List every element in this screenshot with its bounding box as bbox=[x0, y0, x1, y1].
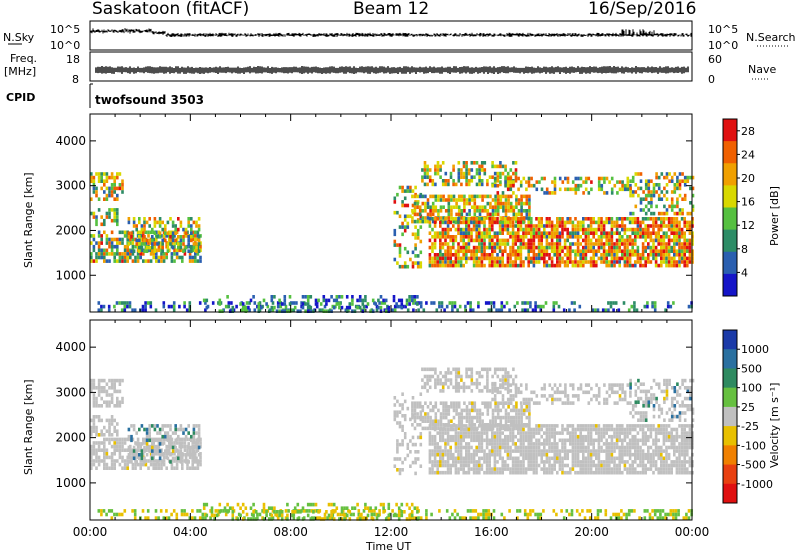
nsky-tick-bottom: 10^0 bbox=[50, 39, 81, 52]
x-tick-label: 00:00 bbox=[73, 525, 108, 539]
cpid-value: twofsound 3503 bbox=[95, 93, 204, 107]
power-colorbar-frame bbox=[722, 118, 738, 297]
velocity-colorbar-tick-label: -100 bbox=[741, 439, 766, 452]
power-frame bbox=[89, 113, 693, 313]
velocity-colorbar-cell bbox=[723, 368, 737, 389]
nsky-tick-top: 10^5 bbox=[50, 23, 81, 36]
freq-unit-label: [MHz] bbox=[4, 65, 37, 78]
x-tick-label: 00:00 bbox=[675, 525, 710, 539]
nave-tick-top: 60 bbox=[708, 53, 722, 66]
nsky-strip-frame bbox=[89, 20, 693, 51]
nsearch-tick-top: 10^5 bbox=[708, 23, 739, 36]
power-colorbar-tick-label: 4 bbox=[741, 266, 748, 279]
velocity-colorbar-tick-label: -25 bbox=[741, 420, 759, 433]
power-colorbar-tick-label: 16 bbox=[741, 196, 755, 209]
velocity-colorbar-frame bbox=[722, 329, 738, 504]
power-colorbar-tick-label: 12 bbox=[741, 219, 755, 232]
power-colorbar-cell bbox=[723, 207, 737, 231]
velocity-colorbar-cell bbox=[723, 426, 737, 446]
nave-label: Nave bbox=[748, 63, 777, 76]
power-colorbar-cell bbox=[723, 229, 737, 253]
x-tick-label: 20:00 bbox=[574, 525, 609, 539]
power-colorbar-cell bbox=[723, 273, 737, 297]
velocity-ytick-label: 3000 bbox=[55, 385, 86, 399]
velocity-colorbar-tick-label: 25 bbox=[741, 401, 755, 414]
date-title: 16/Sep/2016 bbox=[588, 0, 697, 19]
nsky-trace bbox=[90, 28, 692, 37]
power-ytick-label: 2000 bbox=[55, 223, 86, 237]
power-colorbar-cell bbox=[723, 163, 737, 186]
velocity-colorbar-cell bbox=[723, 483, 737, 504]
nave-tick-bottom: 0 bbox=[708, 73, 715, 86]
power-colorbar-tick-label: 8 bbox=[741, 243, 748, 256]
power-colorbar-cell bbox=[723, 251, 737, 275]
velocity-colorbar-cell bbox=[723, 464, 737, 485]
power-colorbar-cell bbox=[723, 119, 737, 142]
freq-tick-bottom: 8 bbox=[72, 73, 79, 86]
velocity-colorbar-tick-label: -1000 bbox=[741, 478, 773, 491]
velocity-colorbar-cell bbox=[723, 349, 737, 369]
power-colorbar-cell bbox=[723, 185, 737, 208]
power-ytick-label: 3000 bbox=[55, 179, 86, 193]
velocity-ytick-label: 4000 bbox=[55, 340, 86, 354]
beam-title: Beam 12 bbox=[353, 0, 430, 19]
velocity-colorbar-cell bbox=[723, 406, 737, 427]
freq-strip-frame bbox=[89, 51, 693, 82]
velocity-colorbar-cell bbox=[723, 445, 737, 466]
velocity-colorbar-cell bbox=[723, 387, 737, 408]
power-colorbar-tick-label: 24 bbox=[741, 148, 755, 161]
x-tick-label: 04:00 bbox=[173, 525, 208, 539]
velocity-colorbar-tick-label: 500 bbox=[741, 362, 762, 375]
velocity-colorbar-tick-label: -500 bbox=[741, 459, 766, 472]
nsearch-tick-bottom: 10^0 bbox=[708, 39, 739, 52]
power-ytick-label: 1000 bbox=[55, 268, 86, 282]
velocity-ytick-label: 2000 bbox=[55, 431, 86, 445]
x-axis-title: Time UT bbox=[366, 540, 412, 553]
velocity-heatmap bbox=[90, 367, 695, 521]
nsearch-label: N.Search bbox=[746, 31, 796, 44]
x-tick-label: 08:00 bbox=[273, 525, 308, 539]
velocity-ytick-label: 1000 bbox=[55, 476, 86, 490]
power-heatmap bbox=[90, 161, 695, 313]
freq-label: Freq. bbox=[10, 52, 38, 65]
power-colorbar-cell bbox=[723, 141, 737, 164]
x-tick-label: 12:00 bbox=[374, 525, 409, 539]
velocity-frame bbox=[89, 319, 693, 521]
power-ytick-label: 4000 bbox=[55, 134, 86, 148]
velocity-colorbar-cell bbox=[723, 330, 737, 350]
power-colorbar-tick-label: 28 bbox=[741, 125, 755, 138]
cpid-label: CPID bbox=[6, 91, 36, 104]
station-title: Saskatoon (fitACF) bbox=[92, 0, 250, 19]
freq-tick-top: 18 bbox=[66, 53, 80, 66]
nsky-label: N.Sky bbox=[3, 31, 35, 44]
velocity-colorbar-tick-label: 100 bbox=[741, 382, 762, 395]
power-colorbar-tick-label: 20 bbox=[741, 172, 755, 185]
x-tick-label: 16:00 bbox=[474, 525, 509, 539]
velocity-colorbar-tick-label: 1000 bbox=[741, 343, 769, 356]
freq-trace bbox=[95, 66, 689, 74]
